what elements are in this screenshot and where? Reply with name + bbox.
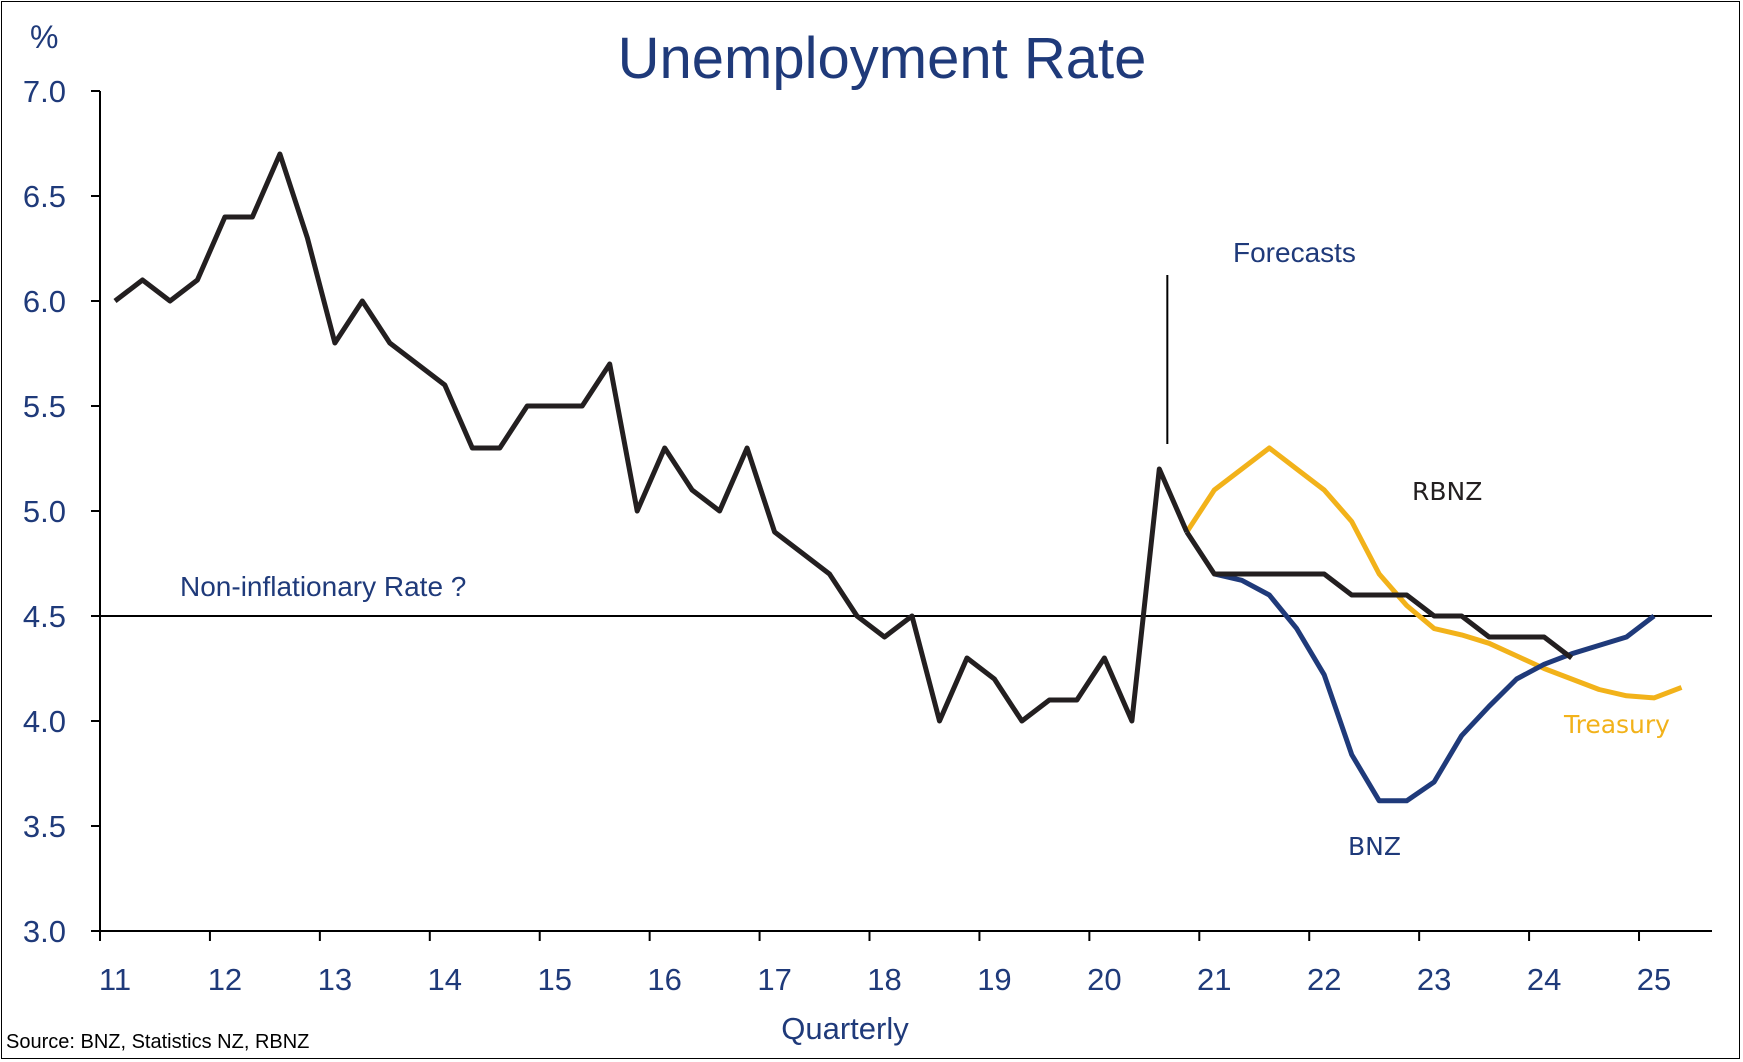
x-tick-label: 13: [318, 962, 352, 997]
series-label-rbnz: RBNZ: [1412, 477, 1482, 506]
x-tick-label: 23: [1417, 962, 1451, 997]
y-tick-label: 3.5: [23, 809, 66, 844]
y-tick-label: 5.5: [23, 389, 66, 424]
series-label-bnz: BNZ: [1348, 832, 1401, 861]
y-tick-label: 6.5: [23, 179, 66, 214]
series-group: [113, 151, 1683, 804]
x-tick-label: 24: [1527, 962, 1561, 997]
series-line-rbnz: [1184, 530, 1574, 660]
x-tick-label: 14: [428, 962, 462, 997]
y-tick-label: 5.0: [23, 494, 66, 529]
y-axis: 7.0 6.5 6.0 5.5 5.0 4.5 4.0 3.5 3.0: [23, 74, 101, 949]
x-tick-label: 15: [537, 962, 571, 997]
reference-line-group: Non-inflationary Rate ?: [100, 571, 1712, 617]
series-line-treasury: [1184, 445, 1683, 701]
x-tick-label: 22: [1307, 962, 1341, 997]
x-tick-label: 11: [99, 962, 131, 997]
y-tick-label: 6.0: [23, 284, 66, 319]
series-line-actual: [113, 151, 1190, 724]
x-tick-label: 12: [208, 962, 242, 997]
y-unit-label: %: [30, 19, 58, 55]
x-tick-label: 19: [977, 962, 1011, 997]
x-axis-label: Quarterly: [781, 1011, 909, 1046]
forecast-marker-group: Forecasts: [1166, 237, 1356, 444]
y-tick-label: 3.0: [23, 914, 66, 949]
x-tick-label: 16: [647, 962, 681, 997]
non-inflationary-rate-label: Non-inflationary Rate ?: [180, 571, 466, 602]
series-line-bnz: [1213, 571, 1656, 804]
y-tick-label: 7.0: [23, 74, 66, 109]
y-tick-label: 4.0: [23, 704, 66, 739]
x-axis: 11 12 13 14 15 16 17 18 19 20 21 22 23 24 25: [99, 930, 1712, 997]
chart-title: Unemployment Rate: [618, 26, 1147, 91]
x-tick-label: 17: [757, 962, 791, 997]
x-tick-label: 21: [1197, 962, 1231, 997]
x-tick-label: 20: [1087, 962, 1121, 997]
series-label-treasury: Treasury: [1563, 710, 1670, 739]
x-tick-label: 25: [1637, 962, 1671, 997]
y-tick-label: 4.5: [23, 599, 66, 634]
x-tick-label: 18: [867, 962, 901, 997]
source-note: Source: BNZ, Statistics NZ, RBNZ: [6, 1031, 309, 1053]
forecasts-label: Forecasts: [1233, 237, 1356, 268]
